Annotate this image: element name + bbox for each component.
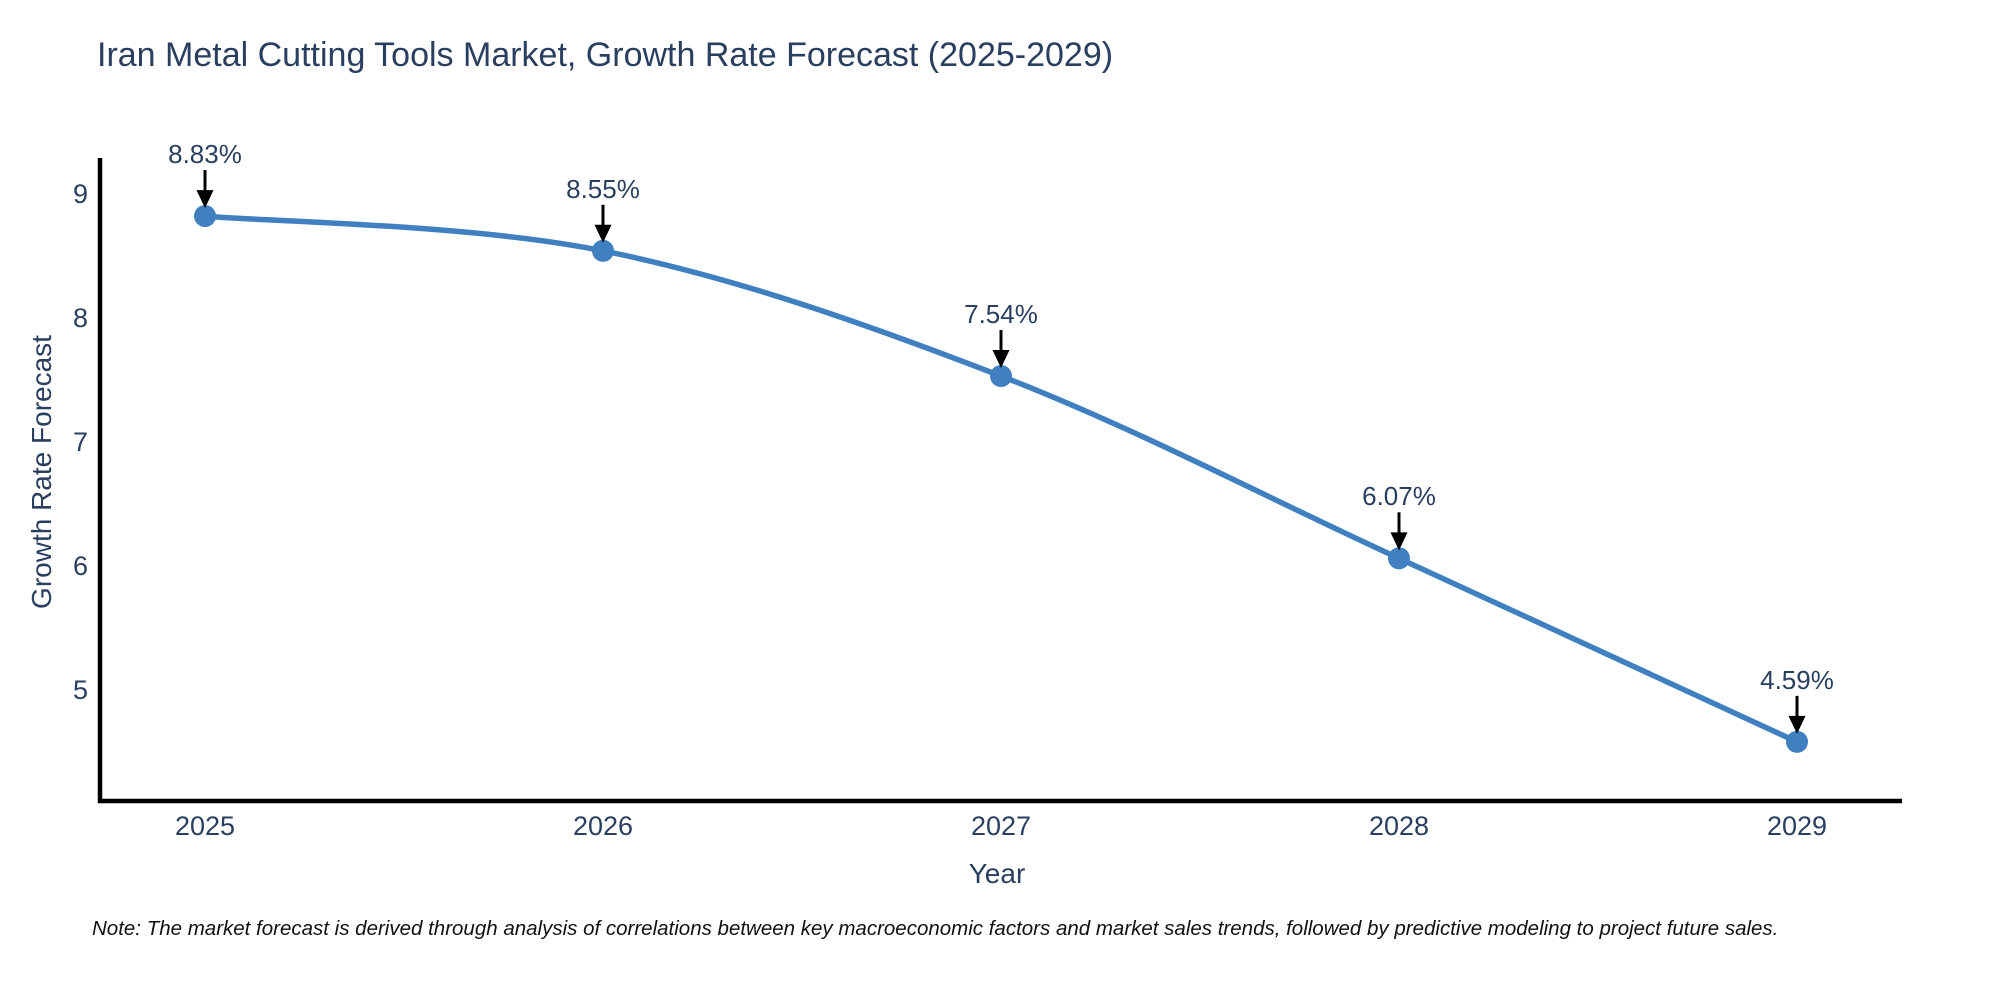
annotation-arrow-head xyxy=(1788,715,1806,734)
chart-title: Iran Metal Cutting Tools Market, Growth … xyxy=(97,36,1114,74)
data-point-label: 8.55% xyxy=(566,173,640,204)
data-point-label: 8.83% xyxy=(168,139,242,170)
annotation-arrow-head xyxy=(992,350,1010,369)
data-point-marker xyxy=(990,365,1012,388)
y-tick-label: 7 xyxy=(72,427,88,457)
x-tick-label: 2027 xyxy=(970,811,1032,841)
x-tick-label: 2029 xyxy=(1766,811,1828,841)
annotation-arrow-head xyxy=(196,190,214,209)
x-axis-title: Year xyxy=(968,858,1026,889)
annotation-arrow-head xyxy=(1390,532,1408,551)
footnote: Note: The market forecast is derived thr… xyxy=(92,917,1779,940)
data-point-marker xyxy=(1388,547,1410,570)
annotation-arrow-head xyxy=(594,224,612,243)
data-point-marker xyxy=(592,239,614,262)
data-point-label: 4.59% xyxy=(1760,664,1834,695)
y-tick-label: 8 xyxy=(72,303,88,333)
y-tick-label: 6 xyxy=(72,551,88,581)
x-tick-label: 2028 xyxy=(1368,811,1430,841)
x-tick-label: 2026 xyxy=(572,811,634,841)
data-point-label: 7.54% xyxy=(964,299,1038,330)
y-tick-label: 9 xyxy=(72,179,88,209)
data-point-marker xyxy=(1786,730,1808,753)
x-tick-label: 2025 xyxy=(174,811,236,841)
y-tick-label: 5 xyxy=(72,675,88,705)
data-point-marker xyxy=(194,205,216,228)
data-point-label: 6.07% xyxy=(1362,481,1436,512)
line-series xyxy=(204,213,1799,745)
